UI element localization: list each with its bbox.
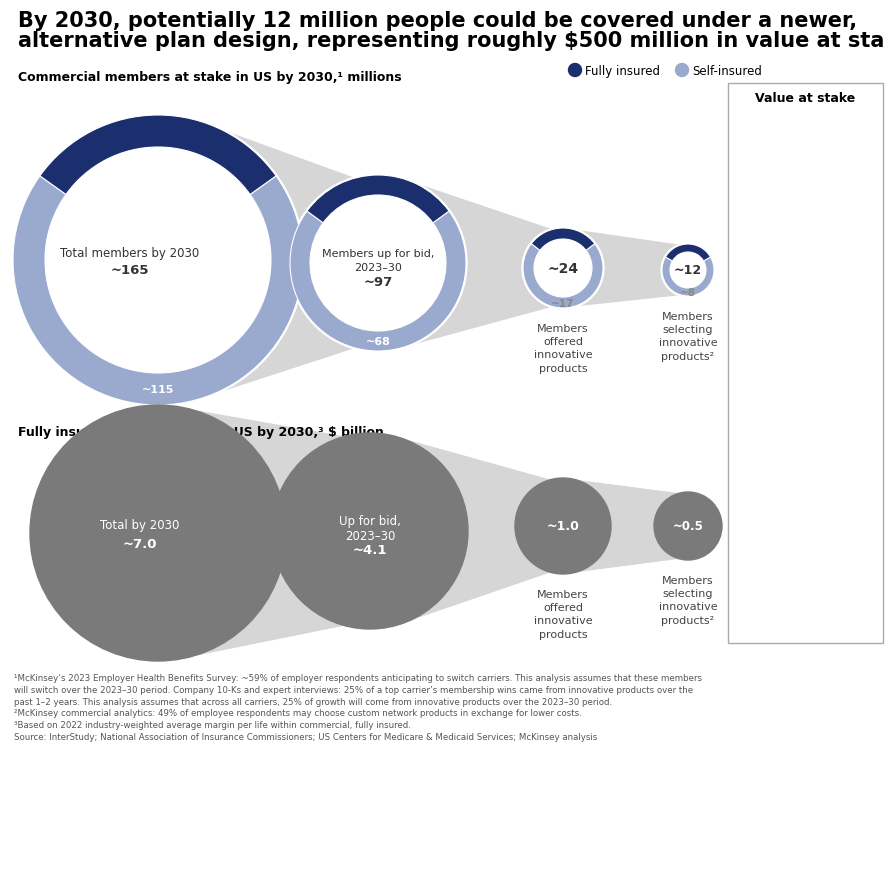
Circle shape: [568, 64, 581, 77]
Polygon shape: [396, 437, 550, 626]
Wedge shape: [662, 258, 714, 297]
Polygon shape: [575, 480, 679, 572]
Circle shape: [661, 244, 715, 298]
Text: Commercial members at stake in US by 2030,¹ millions: Commercial members at stake in US by 203…: [18, 71, 402, 84]
Text: Value at stake: Value at stake: [755, 92, 855, 104]
Text: Fully insured value at stake in US by 2030,³ $ billion: Fully insured value at stake in US by 20…: [18, 426, 384, 438]
Circle shape: [654, 493, 722, 560]
Circle shape: [515, 479, 611, 574]
Circle shape: [289, 175, 467, 353]
Circle shape: [12, 115, 304, 407]
Polygon shape: [191, 410, 344, 657]
Wedge shape: [307, 176, 449, 224]
Text: Members
selecting
innovative
products²: Members selecting innovative products²: [658, 575, 718, 625]
Text: ~7: ~7: [557, 217, 573, 227]
Text: alternative plan design, representing roughly $500 million in value at stake.: alternative plan design, representing ro…: [18, 31, 885, 51]
Text: ~17: ~17: [551, 299, 574, 309]
Wedge shape: [40, 116, 276, 195]
Text: By 2030, potentially 12 million people could be covered under a newer,: By 2030, potentially 12 million people c…: [18, 11, 858, 31]
Text: Fully insured: Fully insured: [585, 64, 660, 77]
Wedge shape: [523, 244, 603, 309]
Text: Members
offered
innovative
products: Members offered innovative products: [534, 324, 592, 373]
Text: ~0.5: ~0.5: [673, 520, 704, 533]
Wedge shape: [666, 245, 711, 262]
FancyBboxPatch shape: [728, 84, 883, 644]
Wedge shape: [290, 212, 466, 351]
Circle shape: [522, 227, 604, 310]
Text: ~68: ~68: [366, 336, 390, 347]
Text: Members
selecting
innovative
products²: Members selecting innovative products²: [658, 312, 718, 361]
Text: ¹McKinsey’s 2023 Employer Health Benefits Survey: ~59% of employer respondents a: ¹McKinsey’s 2023 Employer Health Benefit…: [14, 673, 702, 741]
Text: ~24: ~24: [548, 262, 579, 276]
Polygon shape: [401, 179, 552, 349]
Text: Members
offered
innovative
products: Members offered innovative products: [534, 589, 592, 639]
Text: Total members by 2030: Total members by 2030: [60, 246, 200, 259]
Text: ~12: ~12: [674, 264, 702, 277]
Text: Members up for bid,: Members up for bid,: [322, 248, 435, 259]
Text: 2023–30: 2023–30: [354, 263, 402, 273]
Polygon shape: [196, 121, 355, 400]
Wedge shape: [13, 176, 303, 406]
Text: Total by 2030: Total by 2030: [100, 519, 180, 532]
Text: ~4: ~4: [682, 233, 698, 242]
Polygon shape: [573, 230, 681, 307]
Text: Self-insured: Self-insured: [692, 64, 762, 77]
Text: ~97: ~97: [364, 277, 393, 289]
Text: ~1.0: ~1.0: [547, 520, 580, 533]
Text: Up for bid,: Up for bid,: [339, 515, 401, 528]
Text: ~29: ~29: [367, 164, 392, 174]
Text: ~4.1: ~4.1: [353, 543, 388, 557]
Circle shape: [272, 434, 468, 630]
Text: 2023–30: 2023–30: [345, 529, 396, 542]
Circle shape: [30, 406, 286, 661]
Text: ~50: ~50: [148, 104, 173, 114]
Text: ~115: ~115: [142, 385, 174, 394]
Text: ~165: ~165: [111, 264, 150, 277]
Text: ~8: ~8: [680, 288, 696, 298]
Wedge shape: [531, 229, 595, 251]
Circle shape: [675, 64, 689, 77]
Text: ~7.0: ~7.0: [123, 536, 158, 550]
